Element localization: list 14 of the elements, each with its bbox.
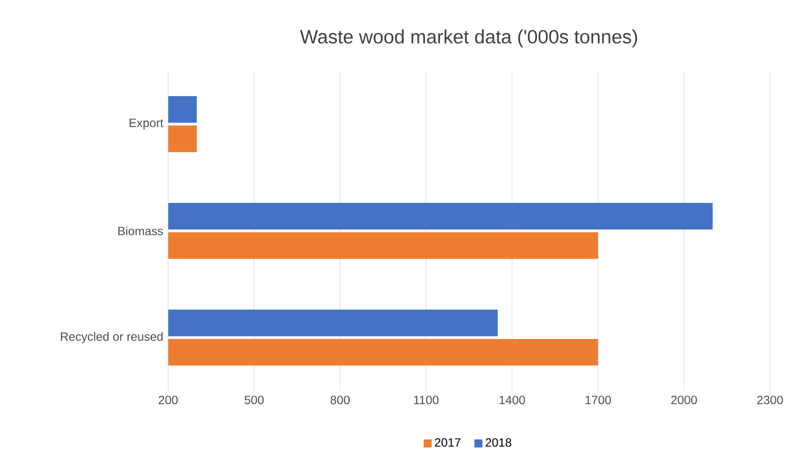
y-tick-label: Recycled or reused (60, 332, 163, 344)
x-tick-label: 1100 (414, 396, 439, 404)
y-tick-label: Export (130, 118, 164, 130)
x-tick-label: 200 (158, 396, 178, 404)
legend-label: 2018 (486, 438, 512, 447)
x-tick-label: 2300 (757, 396, 783, 404)
x-tick-label: 800 (330, 396, 350, 404)
chart-title: Waste wood market data ('000s tonnes) (300, 29, 637, 48)
x-tick-label: 1400 (500, 396, 525, 404)
legend-label: 2017 (434, 438, 460, 447)
x-tick-label: 500 (244, 396, 264, 404)
x-tick-label: 1700 (586, 396, 611, 404)
y-tick-label: Biomass (118, 226, 163, 236)
x-tick-label: 2000 (671, 396, 697, 404)
